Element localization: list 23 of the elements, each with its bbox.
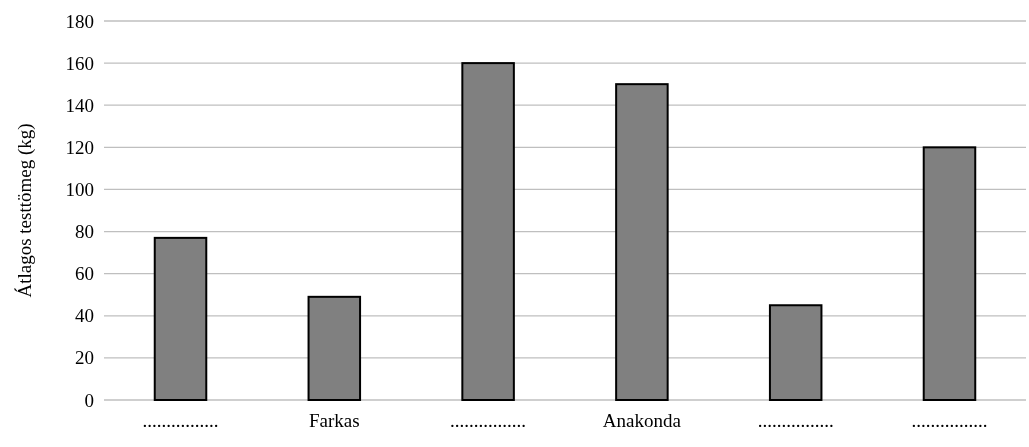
y-tick-label: 80 bbox=[75, 221, 94, 243]
bar bbox=[153, 236, 208, 401]
bar bbox=[922, 146, 977, 401]
y-tick-label: 120 bbox=[65, 136, 94, 158]
y-tick-label: 20 bbox=[75, 347, 94, 369]
y-tick-label: 0 bbox=[84, 389, 94, 411]
x-tick-label: ................ bbox=[757, 410, 834, 432]
x-tick-label: ................ bbox=[911, 410, 988, 432]
y-tick-label: 60 bbox=[75, 263, 94, 285]
x-tick-label: ................ bbox=[450, 410, 527, 432]
y-tick-label: 160 bbox=[65, 52, 94, 74]
x-tick-label: ................ bbox=[142, 410, 219, 432]
y-tick-label: 140 bbox=[65, 94, 94, 116]
x-tick-label: Anakonda bbox=[602, 410, 682, 432]
bar bbox=[307, 295, 362, 401]
y-tick-label: 180 bbox=[65, 10, 94, 32]
x-tick-label: Farkas bbox=[308, 410, 360, 432]
y-tick-label: 40 bbox=[75, 305, 94, 327]
bar bbox=[461, 62, 515, 401]
bar bbox=[768, 304, 823, 401]
y-tick-label: 100 bbox=[65, 179, 94, 201]
bar bbox=[615, 83, 669, 401]
y-axis-title: Átlagos testtömeg (kg) bbox=[13, 123, 36, 298]
